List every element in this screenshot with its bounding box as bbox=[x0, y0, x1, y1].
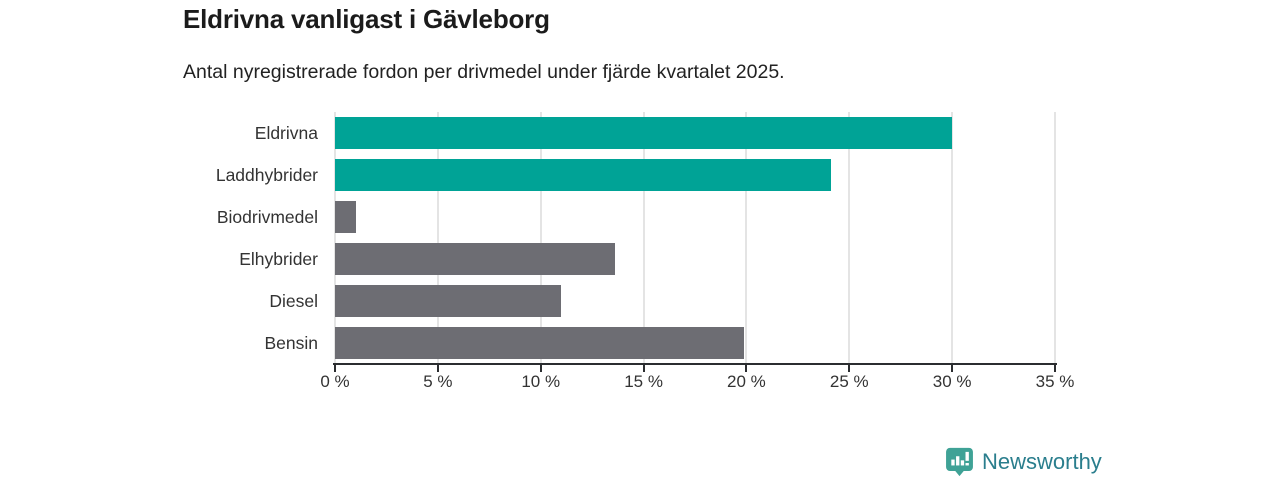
bar-laddhybrider bbox=[335, 159, 831, 191]
bar-row bbox=[335, 322, 1055, 364]
x-axis-tick-label: 35 % bbox=[1035, 372, 1075, 391]
gridline bbox=[1054, 112, 1056, 364]
gridline bbox=[951, 112, 954, 364]
bar-chart-plot-area bbox=[334, 112, 1056, 364]
gridline bbox=[745, 112, 748, 364]
category-label: Biodrivmedel bbox=[216, 206, 318, 227]
gridline bbox=[848, 112, 851, 364]
bar-diesel bbox=[335, 285, 562, 317]
bar-row bbox=[335, 196, 1055, 238]
category-label: Elhybrider bbox=[239, 248, 318, 269]
x-axis-tick bbox=[334, 365, 336, 372]
bar-row bbox=[335, 238, 1055, 280]
gridline bbox=[436, 112, 439, 364]
bar-bensin bbox=[335, 327, 745, 359]
x-axis-tick-label: 30 % bbox=[932, 372, 972, 391]
x-axis-tick bbox=[745, 365, 748, 372]
x-axis-tick bbox=[848, 365, 851, 372]
chart-subtitle: Antal nyregistrerade fordon per drivmede… bbox=[183, 61, 785, 83]
category-label: Diesel bbox=[269, 290, 318, 311]
bar-eldrivna bbox=[335, 117, 953, 149]
gridline bbox=[642, 112, 645, 364]
x-axis-tick bbox=[1054, 365, 1056, 372]
x-axis-tick-label: 20 % bbox=[727, 372, 766, 391]
category-label: Laddhybrider bbox=[215, 164, 318, 185]
x-axis-tick-label: 25 % bbox=[829, 372, 869, 391]
x-axis-tick-label: 5 % bbox=[423, 372, 453, 391]
x-axis-tick bbox=[436, 365, 439, 372]
bar-row bbox=[335, 154, 1055, 196]
x-axis-tick bbox=[951, 365, 954, 372]
x-axis-tick-label: 10 % bbox=[521, 372, 561, 391]
category-label: Bensin bbox=[264, 332, 318, 353]
x-axis bbox=[333, 363, 1057, 372]
bar-chart-speech-bubble-icon bbox=[946, 447, 973, 477]
category-label: Eldrivna bbox=[254, 122, 318, 143]
chart-title: Eldrivna vanligast i Gävleborg bbox=[183, 4, 550, 34]
gridline bbox=[539, 112, 542, 364]
x-axis-tick bbox=[539, 365, 542, 372]
x-axis-tick bbox=[642, 365, 645, 372]
newsworthy-logo: Newsworthy bbox=[944, 446, 1102, 478]
newsworthy-wordmark: Newsworthy bbox=[982, 449, 1102, 474]
gridline bbox=[334, 112, 336, 364]
x-axis-tick-label: 0 % bbox=[320, 372, 350, 391]
bar-biodrivmedel bbox=[335, 201, 356, 233]
bar-row bbox=[335, 112, 1055, 154]
bar-elhybrider bbox=[335, 243, 615, 275]
bar-row bbox=[335, 280, 1055, 322]
x-axis-tick-label: 15 % bbox=[624, 372, 663, 391]
